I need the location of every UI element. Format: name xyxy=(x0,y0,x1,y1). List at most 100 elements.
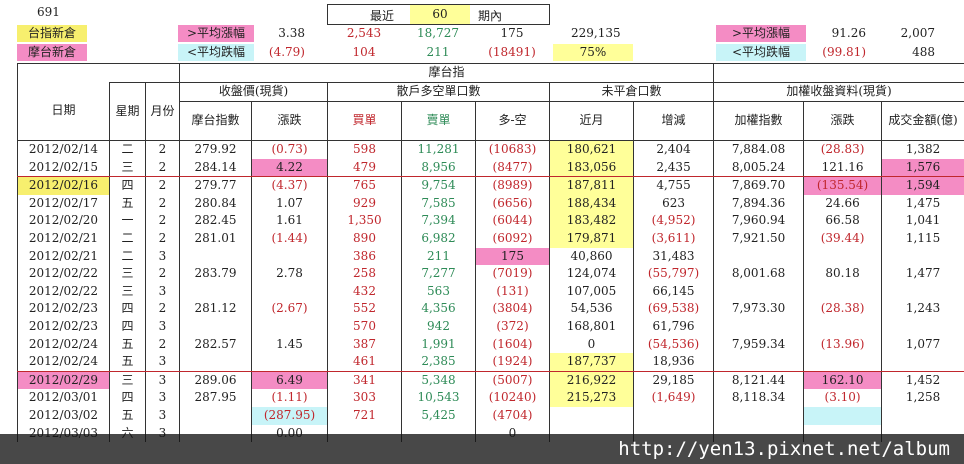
cell-amt: 1,243 xyxy=(881,300,964,319)
cell-widx: 8,001.68 xyxy=(713,265,805,283)
down-diff-count: (18491) xyxy=(488,45,536,59)
cell-dlt: 29,185 xyxy=(632,371,715,390)
up-diff-count: 175 xyxy=(500,26,524,40)
cell-wchg: 80.18 xyxy=(803,265,883,283)
cell-chg: 1.07 xyxy=(251,194,328,213)
cell-sell: 7,277 xyxy=(401,265,476,283)
cell-wd: 五 xyxy=(109,194,146,213)
cell-near: 188,434 xyxy=(549,194,634,213)
avg-up-value: 3.38 xyxy=(278,26,305,40)
cell-dlt xyxy=(632,407,715,425)
cell-buy: 461 xyxy=(327,353,402,372)
cell-buy: 341 xyxy=(327,371,402,390)
table-row: 2012/02/21 二 3 386 211 175 40,860 31,483 xyxy=(17,247,964,266)
cell-near: 180,621 xyxy=(549,140,634,159)
cell-date: 2012/02/23 xyxy=(17,300,110,319)
cell-wd: 四 xyxy=(109,176,146,195)
cell-idx: 289.06 xyxy=(179,371,252,390)
cell-ls: (131) xyxy=(475,282,550,301)
cell-sell: 10,543 xyxy=(401,389,476,407)
cell-wd: 五 xyxy=(109,335,146,354)
cell-idx: 279.77 xyxy=(179,176,252,195)
cell-widx: 7,921.50 xyxy=(713,230,805,248)
cell-m: 2 xyxy=(145,265,180,283)
cell-sell: 5,425 xyxy=(401,407,476,425)
header-blank xyxy=(17,63,180,83)
cell-amt: 1,115 xyxy=(881,230,964,248)
cell-idx: 282.57 xyxy=(179,335,252,354)
cell-idx: 281.01 xyxy=(179,230,252,248)
cell-dlt: 623 xyxy=(632,194,715,213)
recent-label: 最近 xyxy=(370,9,395,23)
cell-wchg: (135.54) xyxy=(803,176,883,195)
up-sell-count: 18,727 xyxy=(417,26,459,40)
cell-ls: (6656) xyxy=(475,194,550,213)
cell-ls: (1924) xyxy=(475,353,550,372)
cell-wd: 四 xyxy=(109,389,146,407)
label-tx-new-position: 台指新倉 xyxy=(17,25,87,42)
cell-sell: 11,281 xyxy=(401,140,476,159)
table-row: 2012/02/23 四 3 570 942 (372) 168,801 61,796 xyxy=(17,318,964,336)
table-row: 2012/02/21 二 2 281.01 (1.44) 890 6,982 (6092) 17… xyxy=(17,230,964,248)
cell-wd: 四 xyxy=(109,300,146,319)
cell-chg: 1.61 xyxy=(251,212,328,231)
cell-near: 179,871 xyxy=(549,230,634,248)
cell-amt xyxy=(881,247,964,266)
cell-near: 40,860 xyxy=(549,247,634,266)
right-turnover-up: 2,007 xyxy=(900,26,935,40)
cell-chg xyxy=(251,247,328,266)
cell-wchg: (28.38) xyxy=(803,300,883,319)
cell-buy: 552 xyxy=(327,300,402,319)
cell-widx: 7,884.08 xyxy=(713,140,805,159)
cell-ls: (3804) xyxy=(475,300,550,319)
cell-m: 2 xyxy=(145,230,180,248)
cell-near: 216,922 xyxy=(549,371,634,390)
cell-widx: 8,121.44 xyxy=(713,371,805,390)
cell-ls: (6092) xyxy=(475,230,550,248)
cell-idx: 283.79 xyxy=(179,265,252,283)
cell-chg: (1.11) xyxy=(251,389,328,407)
cell-amt xyxy=(881,282,964,301)
cell-ls: (8477) xyxy=(475,158,550,178)
cell-date: 2012/03/01 xyxy=(17,389,110,407)
header-mtx-index: 摩台指數 xyxy=(179,100,252,142)
cell-amt xyxy=(881,318,964,336)
cell-m: 3 xyxy=(145,353,180,372)
cell-wd: 三 xyxy=(109,282,146,301)
cell-sell: 8,956 xyxy=(401,158,476,178)
avg-down-value: (4.79) xyxy=(268,45,305,59)
cell-sell: 211 xyxy=(401,247,476,266)
cell-date: 2012/02/22 xyxy=(17,265,110,283)
cell-widx xyxy=(713,282,805,301)
label-mtx-new-position: 摩台新倉 xyxy=(17,44,87,61)
cell-near xyxy=(549,407,634,425)
cell-buy: 721 xyxy=(327,407,402,425)
cell-sell: 5,348 xyxy=(401,371,476,390)
cell-buy: 258 xyxy=(327,265,402,283)
cell-idx: 287.95 xyxy=(179,389,252,407)
cell-ls: (372) xyxy=(475,318,550,336)
data-table: 摩台指 日期 星期 月份 收盤價(現貨) 散戶多空單口數 未平倉口數 加權收盤資… xyxy=(17,63,964,443)
cell-m: 2 xyxy=(145,335,180,354)
cell-idx xyxy=(179,247,252,266)
cell-widx: 8,118.34 xyxy=(713,389,805,407)
cell-dlt: 4,755 xyxy=(632,176,715,195)
cell-buy: 386 xyxy=(327,247,402,266)
table-row: 2012/02/14 二 2 279.92 (0.73) 598 11,281 (10683)… xyxy=(17,140,964,159)
cell-near: 54,536 xyxy=(549,300,634,319)
cell-chg: 4.22 xyxy=(251,158,328,178)
cell-buy: 765 xyxy=(327,176,402,195)
cell-near: 183,482 xyxy=(549,212,634,231)
cell-widx xyxy=(713,318,805,336)
cell-wchg: 66.58 xyxy=(803,212,883,231)
cell-chg: (0.73) xyxy=(251,140,328,159)
cell-amt: 1,382 xyxy=(881,140,964,159)
cell-ls: (4704) xyxy=(475,407,550,425)
cell-near: 0 xyxy=(549,335,634,354)
header-blank-right xyxy=(713,63,964,83)
cell-ls: (1604) xyxy=(475,335,550,354)
cell-dlt: 66,145 xyxy=(632,282,715,301)
cell-m: 3 xyxy=(145,318,180,336)
cell-wd: 五 xyxy=(109,353,146,372)
table-row: 2012/02/22 三 2 283.79 2.78 258 7,277 (7019) 124,… xyxy=(17,265,964,283)
